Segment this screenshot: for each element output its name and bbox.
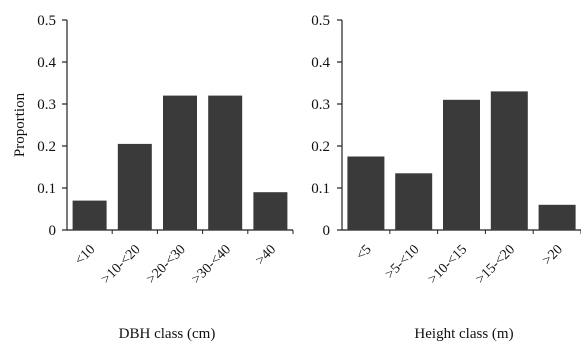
chart-panel-2: 0 0.1 0.2 0.3 0.4 0.5 <5 >5-<10 >10-<15 >15-<20 >2…	[311, 13, 581, 342]
bar-2	[395, 173, 433, 230]
x-category-label: <10	[72, 242, 98, 268]
y-axis-title: Proportion	[12, 92, 28, 157]
x-category-label: >20	[540, 242, 566, 268]
y-tick-label: 0.5	[37, 13, 56, 29]
y-tick-label: 0	[323, 223, 331, 239]
bar-1	[347, 156, 385, 230]
x-category-label: >20-<30	[144, 242, 189, 287]
y-tick-label: 0.5	[311, 13, 330, 29]
y-tick-label: 0.3	[311, 97, 330, 113]
chart-panel-1: 0 0.1 0.2 0.3 0.4 0.5 <10 >10-<20 >20-<30 >30-<40…	[12, 13, 294, 342]
bar-1	[72, 200, 107, 230]
x-category-label: >15-<20	[473, 242, 518, 287]
x-category-label: >40	[253, 242, 279, 268]
bar-3	[443, 99, 480, 230]
bar-4	[490, 91, 528, 231]
y-tick-label: 0.2	[311, 139, 330, 155]
x-category-label: >10-<15	[425, 242, 470, 287]
bar-5	[253, 192, 288, 230]
y-tick-label: 0.1	[311, 181, 330, 197]
x-category-label: >30-<40	[189, 242, 234, 287]
x-category-label: <5	[354, 242, 375, 263]
y-tick-label: 0.2	[37, 139, 56, 155]
y-tick-label: 0	[49, 223, 57, 239]
bar-2	[117, 143, 152, 230]
x-axis-title: Height class (m)	[414, 326, 513, 342]
y-tick-label: 0.4	[311, 55, 330, 71]
bar-4	[208, 95, 243, 230]
bar-5	[538, 204, 576, 230]
y-tick-label: 0.3	[37, 97, 56, 113]
x-category-label: >10-<20	[99, 242, 144, 287]
x-category-label: >5-<10	[383, 242, 423, 282]
y-tick-label: 0.4	[37, 55, 56, 71]
bar-3	[163, 95, 197, 230]
x-axis-title: DBH class (cm)	[119, 326, 216, 342]
y-tick-label: 0.1	[37, 181, 56, 197]
